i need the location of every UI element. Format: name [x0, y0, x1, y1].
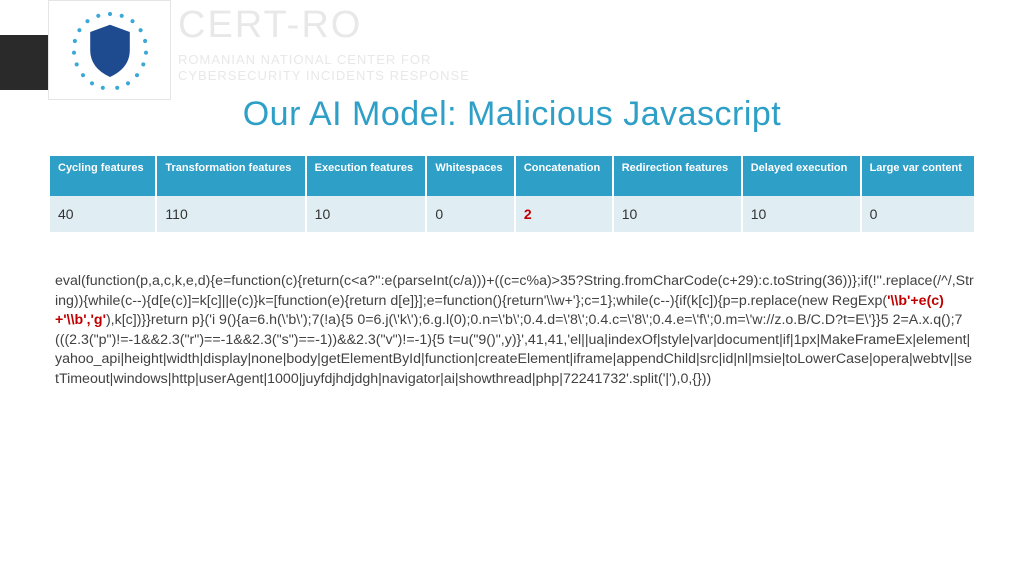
- col-header: Cycling features: [50, 156, 156, 196]
- col-header: Whitespaces: [426, 156, 514, 196]
- col-header: Delayed execution: [742, 156, 861, 196]
- col-header: Concatenation: [515, 156, 613, 196]
- cell: 40: [50, 196, 156, 232]
- cell: 10: [742, 196, 861, 232]
- col-header: Large var content: [861, 156, 974, 196]
- cell: 0: [426, 196, 514, 232]
- side-accent-bar: [0, 35, 48, 90]
- cell: 110: [156, 196, 305, 232]
- org-subtitle-2: CYBERSECURITY INCIDENTS RESPONSE: [178, 68, 470, 83]
- cell: 0: [861, 196, 974, 232]
- cell: 10: [613, 196, 742, 232]
- cell-highlight: 2: [515, 196, 613, 232]
- table-row: 40 110 10 0 2 10 10 0: [50, 196, 974, 232]
- org-subtitle-1: ROMANIAN NATIONAL CENTER FOR: [178, 52, 431, 67]
- col-header: Redirection features: [613, 156, 742, 196]
- page-title: Our AI Model: Malicious Javascript: [0, 95, 1024, 134]
- col-header: Transformation features: [156, 156, 305, 196]
- shield-dots-icon: [65, 5, 155, 95]
- org-logo: [48, 0, 171, 100]
- table-header-row: Cycling features Transformation features…: [50, 156, 974, 196]
- code-pre: eval(function(p,a,c,k,e,d){e=function(c)…: [55, 273, 974, 309]
- col-header: Execution features: [306, 156, 427, 196]
- cell: 10: [306, 196, 427, 232]
- code-sample: eval(function(p,a,c,k,e,d){e=function(c)…: [55, 272, 975, 390]
- code-post: ),k[c])}}return p}('i 9(){a=6.h(\'b\');7…: [55, 312, 972, 387]
- org-title: CERT-RO: [178, 4, 362, 47]
- features-table: Cycling features Transformation features…: [50, 156, 974, 232]
